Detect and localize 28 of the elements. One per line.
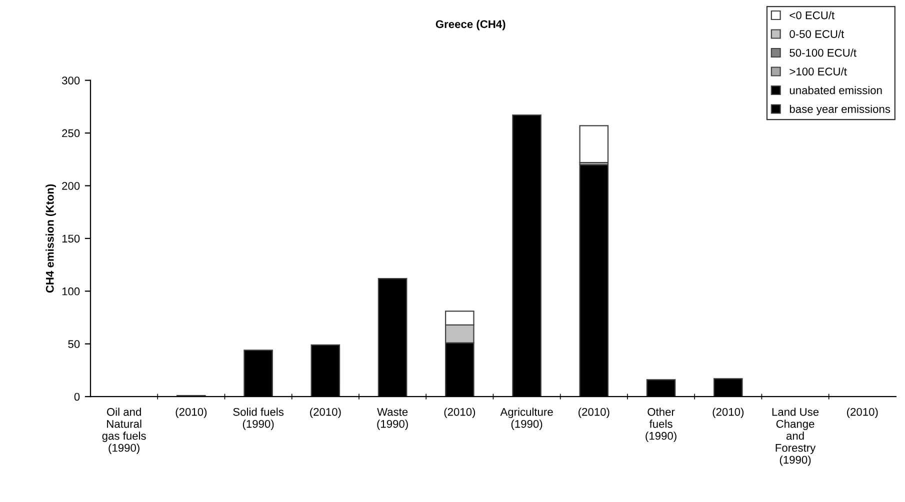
x-tick-label: Solid fuels (1990) [233,408,284,430]
x-tick-label: Other fuels (1990) [646,408,676,442]
x-tick-label: (2010) [847,408,878,418]
legend-label: unabated emission [790,86,882,94]
x-tick-label: (2010) [578,408,610,418]
y-tick-label: 200 [62,182,80,190]
legend-label: 50-100 ECU/t [790,48,856,57]
x-tick-label: Land Use Change and Forestry (1990) [772,408,819,466]
y-tick-label: 0 [74,392,80,401]
y-tick-label: 50 [68,340,80,348]
legend-label: 0-50 ECU/t [790,30,844,38]
x-tick-label: (2010) [176,408,207,418]
y-tick-label: 300 [62,76,80,84]
y-tick-label: 100 [62,287,80,296]
bar [579,125,609,164]
x-tick-label: Waste (1990) [377,408,408,430]
legend-label: >100 ECU/t [790,67,847,76]
chart-title: Greece (CH4) [436,20,506,30]
legend-label: <0 ECU/t [790,11,835,20]
x-tick-label: (2010) [712,408,744,418]
x-tick-label: Agriculture (1990) [500,408,553,430]
x-tick-label: Oil and Natural gas fuels (1990) [102,408,146,454]
y-tick-label: 250 [62,129,80,138]
y-axis-title: CH4 emission (Kton) [46,184,56,293]
y-tick-label: 150 [62,234,80,243]
x-tick-label: (2010) [310,408,341,418]
x-tick-label: (2010) [444,408,476,418]
legend-label: base year emissions [790,104,890,116]
